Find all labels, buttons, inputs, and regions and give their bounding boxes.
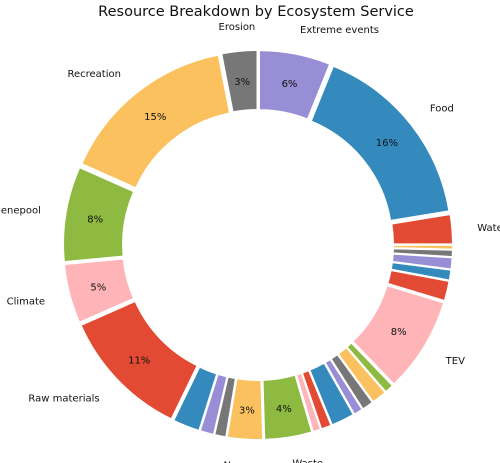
label-genepool: Genepool <box>0 206 41 217</box>
slice-raw-materials <box>79 299 200 421</box>
pct-tev: 8% <box>391 327 407 338</box>
label-recreation: Recreation <box>67 69 120 80</box>
slice-food <box>309 64 451 223</box>
slice-20 <box>171 365 219 433</box>
slice-extreme-events <box>257 49 332 121</box>
label-waste: Waste <box>292 458 323 463</box>
pct-climate: 5% <box>90 283 106 294</box>
slice-climate <box>62 257 136 325</box>
pct-extreme-events: 6% <box>282 79 298 90</box>
slice-genepool <box>62 165 136 264</box>
label-climate: Climate <box>7 296 45 307</box>
slice-percent-labels: 6% 16% 8% 4% 3% 11% 5% 8% 15% 3% <box>87 77 406 417</box>
slice-erosion <box>220 49 259 114</box>
slice-recreation <box>79 53 232 190</box>
pct-food: 16% <box>376 138 398 149</box>
label-extreme-events: Extreme events <box>300 25 379 36</box>
slice-7 <box>386 268 451 303</box>
label-tev: TEV <box>445 356 465 367</box>
slice-labels: Extreme events Food Water TEV Waste Nursery Ra… <box>0 22 500 463</box>
pct-raw-materials: 11% <box>128 356 150 367</box>
label-raw-materials: Raw materials <box>28 394 99 405</box>
label-nursery: Nursery <box>224 461 263 463</box>
pct-nursery: 3% <box>239 406 255 417</box>
pct-waste: 4% <box>276 404 292 415</box>
slice-tev <box>350 283 446 387</box>
pct-recreation: 15% <box>144 112 166 123</box>
pct-genepool: 8% <box>87 214 103 225</box>
label-water: Water <box>477 223 500 234</box>
pct-erosion: 3% <box>234 77 250 88</box>
donut-slices <box>62 49 454 441</box>
slice-waste <box>261 373 314 441</box>
label-food: Food <box>430 104 454 115</box>
chart-title: Resource Breakdown by Ecosystem Service <box>98 4 414 20</box>
label-erosion: Erosion <box>219 22 256 33</box>
